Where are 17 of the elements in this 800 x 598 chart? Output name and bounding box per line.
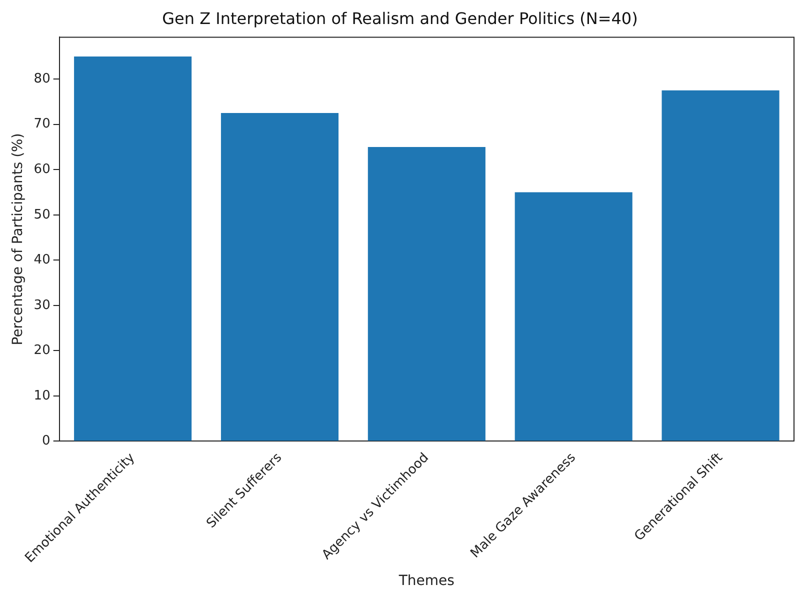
y-tick-label: 10 — [34, 388, 50, 404]
bar — [74, 56, 192, 441]
y-tick-label: 80 — [34, 71, 50, 86]
y-tick-label: 30 — [34, 298, 50, 313]
bar — [220, 113, 339, 441]
y-tick-label: 40 — [34, 252, 50, 268]
y-axis-title: Percentage of Participants (%) — [10, 133, 26, 346]
y-tick-label: 70 — [34, 116, 50, 132]
y-tick-label: 50 — [34, 207, 50, 222]
bar — [662, 90, 780, 441]
y-tick-label: 60 — [34, 162, 50, 177]
bar — [368, 146, 486, 441]
bar — [514, 192, 632, 441]
chart-title: Gen Z Interpretation of Realism and Gender Politics (N=40) — [162, 8, 638, 28]
y-tick-label: 20 — [34, 343, 50, 358]
x-axis-title: Themes — [398, 573, 454, 590]
y-tick-label: 0 — [42, 434, 50, 449]
